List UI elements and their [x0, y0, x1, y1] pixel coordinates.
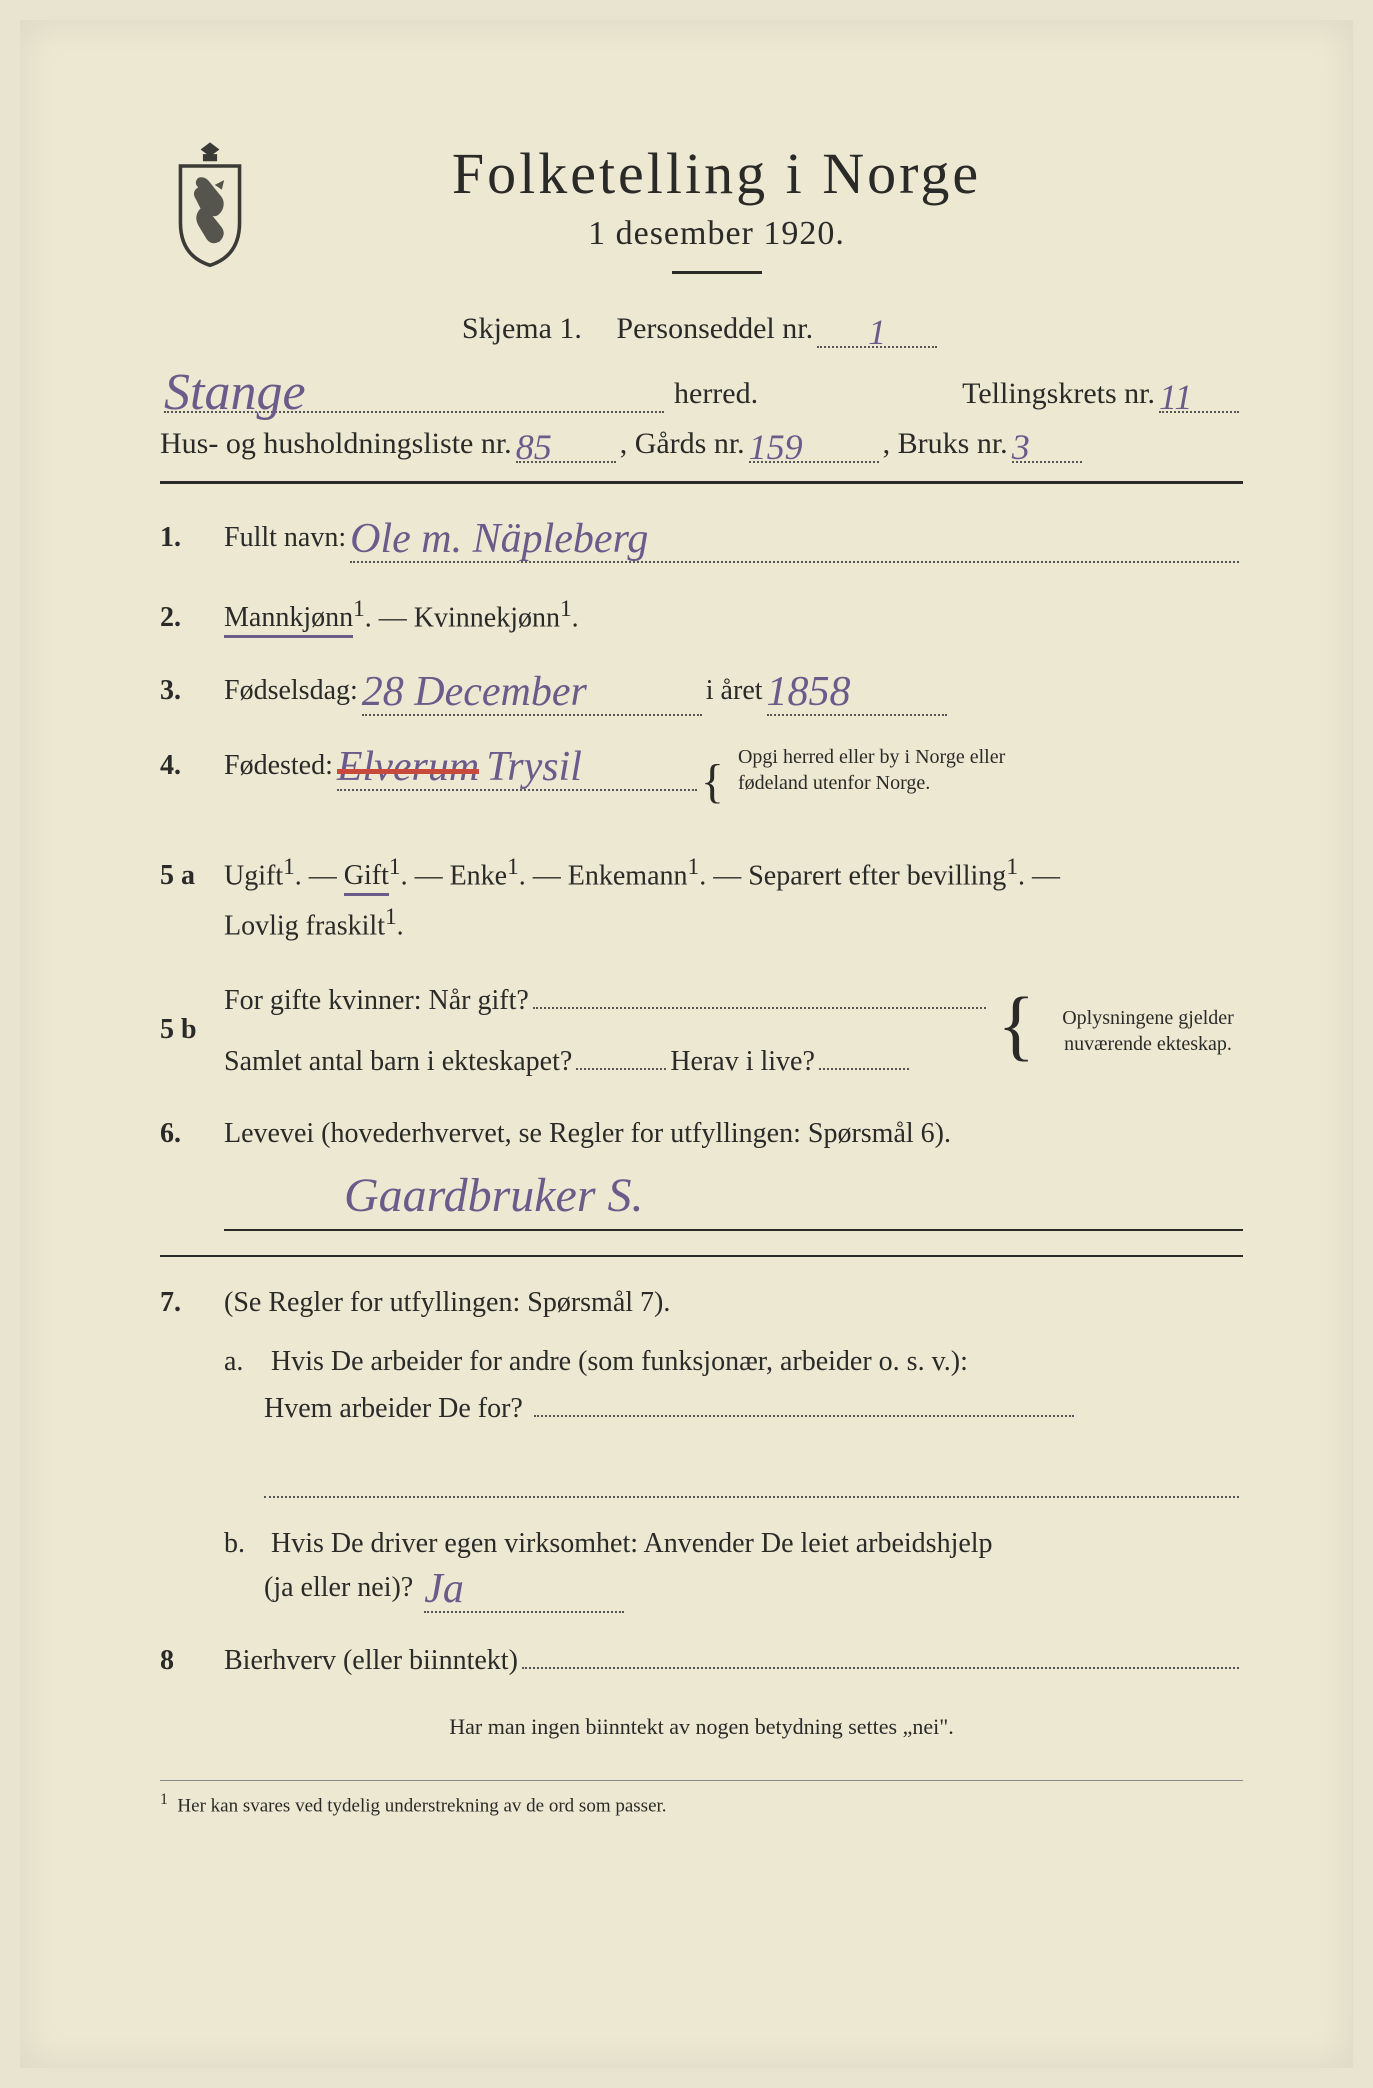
footnote-1: Har man ingen biinntekt av nogen betydni…: [160, 1714, 1243, 1740]
q7b: b. Hvis De driver egen virksomhet: Anven…: [224, 1522, 1243, 1614]
q5b-note: Oplysningene gjelder nuværende ekteskap.: [1053, 1005, 1243, 1057]
field-married-women: 5 b For gifte kvinner: Når gift? Samlet …: [160, 977, 1243, 1085]
husliste-label: Hus- og husholdningsliste nr.: [160, 427, 512, 461]
opt-enke: Enke: [450, 860, 508, 891]
herred-value: Stange: [164, 366, 664, 413]
field-q7: 7. (Se Regler for utfyllingen: Spørsmål …: [160, 1281, 1243, 1326]
q5b-alive-value: [819, 1038, 909, 1070]
opt-separert: Separert efter bevilling: [748, 860, 1006, 891]
bruks-label: , Bruks nr.: [883, 427, 1008, 461]
coat-of-arms-icon: [160, 140, 260, 270]
schema-label: Skjema 1.: [462, 312, 582, 346]
bierhverv-value: [522, 1637, 1239, 1669]
opt-ugift: Ugift: [224, 860, 283, 891]
footnote-2: 1 Her kan svares ved tydelig understrekn…: [160, 1780, 1243, 1817]
year-label: i året: [706, 669, 763, 714]
q5b-children-value: [576, 1038, 666, 1070]
birthplace-label: Fødested:: [224, 744, 333, 789]
husliste-line: Hus- og husholdningsliste nr. 85 , Gårds…: [160, 427, 1243, 463]
q5b-label3: Herav i live?: [670, 1040, 815, 1085]
title-divider: [672, 271, 762, 274]
field-sex: 2. Mannkjønn1. — Kvinnekjønn1.: [160, 591, 1243, 641]
sex-male: Mannkjønn: [224, 602, 353, 638]
q7-intro: (Se Regler for utfyllingen: Spørsmål 7).: [224, 1287, 670, 1318]
field-birthdate: 3. Fødselsdag: 28 December i året 1858: [160, 669, 1243, 716]
field-occupation: 6. Levevei (hovederhvervet, se Regler fo…: [160, 1112, 1243, 1157]
birthplace-note: Opgi herred eller by i Norge eller fødel…: [738, 744, 1048, 796]
birthdate-label: Fødselsdag:: [224, 669, 358, 714]
header: Folketelling i Norge 1 desember 1920.: [160, 140, 1243, 302]
opt-fraskilt: Lovlig fraskilt: [224, 910, 385, 941]
q5b-label2: Samlet antal barn i ekteskapet?: [224, 1040, 572, 1085]
bierhverv-label: Bierhverv (eller biinntekt): [224, 1639, 518, 1684]
brace-icon: {: [701, 744, 724, 821]
q7a-line2: [264, 1466, 1239, 1498]
document-title: Folketelling i Norge: [290, 140, 1143, 207]
field-bierhverv: 8 Bierhverv (eller biinntekt): [160, 1637, 1243, 1684]
bruks-value: 3: [1012, 427, 1082, 463]
personseddel-label: Personseddel nr.: [616, 312, 813, 346]
personseddel-value: 1: [817, 312, 937, 348]
census-form-page: Folketelling i Norge 1 desember 1920. Sk…: [20, 20, 1353, 2068]
fullname-value: Ole m. Näpleberg: [350, 516, 1239, 563]
occupation-line: Gaardbruker S.: [224, 1171, 1243, 1231]
opt-enkemann: Enkemann: [568, 860, 688, 891]
document-subtitle: 1 desember 1920.: [290, 215, 1143, 253]
birthdate-day: 28 December: [362, 669, 702, 716]
herred-line: Stange herred. Tellingskrets nr. 11: [160, 366, 1243, 413]
q7a: a. Hvis De arbeider for andre (som funks…: [224, 1340, 1243, 1498]
q7b-sub: (ja eller nei)?: [264, 1572, 413, 1603]
title-block: Folketelling i Norge 1 desember 1920.: [290, 140, 1243, 302]
occupation-label: Levevei (hovederhvervet, se Regler for u…: [224, 1118, 951, 1149]
husliste-value: 85: [516, 427, 616, 463]
q7b-label: Hvis De driver egen virksomhet: Anvender…: [271, 1528, 993, 1559]
divider: [160, 1255, 1243, 1257]
herred-label: herred.: [674, 377, 758, 411]
birthdate-year: 1858: [767, 669, 947, 716]
field-birthplace: 4. Fødested: Elverum Trysil { Opgi herre…: [160, 744, 1243, 821]
tellingskrets-value: 11: [1159, 377, 1239, 413]
gards-label: , Gårds nr.: [620, 427, 745, 461]
q5b-when-value: [533, 977, 986, 1009]
q7a-sub: Hvem arbeider De for?: [264, 1393, 523, 1424]
q7b-value: Ja: [424, 1566, 624, 1613]
fullname-label: Fullt navn:: [224, 516, 346, 561]
q7a-value: [534, 1385, 1074, 1417]
q7a-label: Hvis De arbeider for andre (som funksjon…: [271, 1346, 968, 1377]
gards-value: 159: [749, 427, 879, 463]
field-fullname: 1. Fullt navn: Ole m. Näpleberg: [160, 516, 1243, 563]
birthplace-value: Elverum Trysil: [337, 744, 697, 791]
occupation-value: Gaardbruker S.: [344, 1177, 644, 1233]
field-marital: 5 a Ugift1. — Gift1. — Enke1. — Enkemann…: [160, 849, 1243, 949]
tellingskrets-label: Tellingskrets nr.: [962, 377, 1155, 411]
section-divider: [160, 481, 1243, 484]
q5b-label1: For gifte kvinner: Når gift?: [224, 979, 529, 1024]
opt-gift: Gift: [344, 860, 389, 896]
schema-line: Skjema 1. Personseddel nr. 1: [160, 312, 1243, 348]
sex-female: Kvinnekjønn: [414, 602, 560, 633]
